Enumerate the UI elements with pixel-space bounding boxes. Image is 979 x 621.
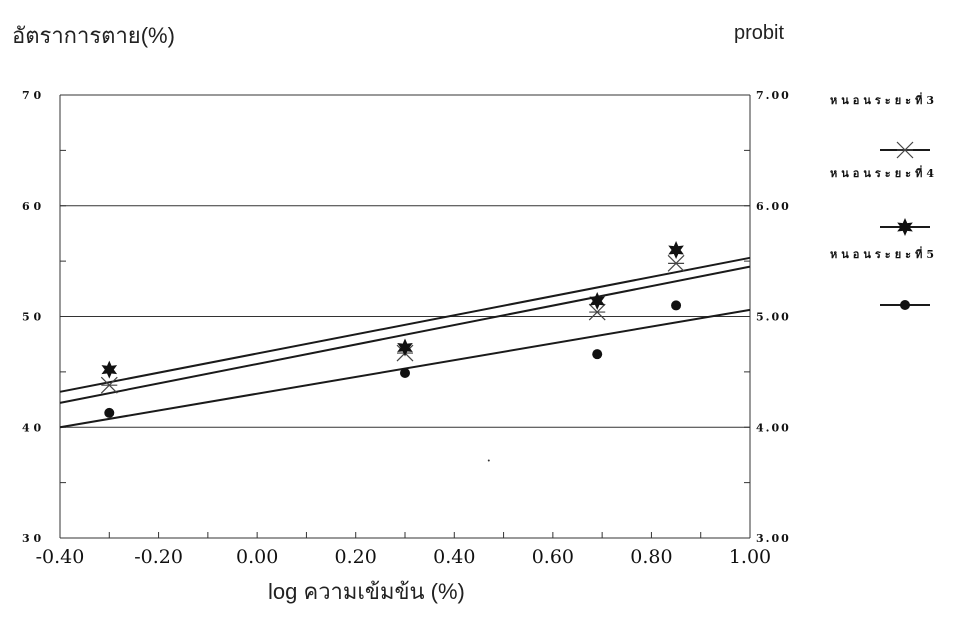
data-point-2 xyxy=(668,241,684,260)
x-tick-label: 0.80 xyxy=(630,546,672,568)
y-left-tick-label: 6 0 xyxy=(22,200,41,213)
y-left-tick-label: 4 0 xyxy=(22,421,41,434)
y-left-tick-label: 5 0 xyxy=(22,311,41,324)
data-point-3 xyxy=(671,300,682,311)
data-point-2 xyxy=(397,338,413,357)
chart-title: อัตราการตาย(%) xyxy=(12,23,175,48)
x-tick-label: 0.60 xyxy=(532,546,574,568)
x-tick-label: -0.40 xyxy=(36,546,85,568)
y-right-tick-label: 5.00 xyxy=(756,311,791,324)
right-axis-title: probit xyxy=(734,22,785,44)
data-point-1 xyxy=(667,254,685,272)
y-right-tick-label: 6.00 xyxy=(756,200,791,213)
legend-label-3: หนอนระยะที่5 xyxy=(830,246,938,261)
data-point-3 xyxy=(592,349,603,360)
legend-label-2: หนอนระยะที่4 xyxy=(830,165,938,180)
x-tick-label: 0.40 xyxy=(433,546,475,568)
data-point-1 xyxy=(588,303,606,321)
data-point-1 xyxy=(100,376,118,394)
legend-marker-2 xyxy=(897,218,913,236)
y-left-tick-label: 7 0 xyxy=(22,89,41,102)
y-left-tick-label: 3 0 xyxy=(22,532,41,545)
legend-marker-1 xyxy=(896,141,914,159)
y-right-tick-label: 4.00 xyxy=(756,421,791,434)
legend-label-1: หนอนระยะที่3 xyxy=(830,92,938,107)
data-point-3 xyxy=(400,367,410,378)
fit-line-1 xyxy=(59,265,751,404)
y-right-tick-label: 7.00 xyxy=(756,89,791,102)
y-right-tick-label: 3.00 xyxy=(756,532,791,545)
legend-marker-3 xyxy=(900,300,910,310)
data-point-2 xyxy=(101,360,118,379)
x-axis-title: log ความเข้มข้น (%) xyxy=(268,579,465,604)
fit-line-2 xyxy=(59,256,751,393)
stray-dot xyxy=(487,459,490,462)
data-point-2 xyxy=(589,292,606,310)
x-tick-label: 0.20 xyxy=(335,546,377,568)
data-point-3 xyxy=(104,407,115,418)
x-tick-label: 1.00 xyxy=(729,546,771,568)
x-tick-label: -0.20 xyxy=(134,546,183,568)
x-tick-label: 0.00 xyxy=(236,546,278,568)
